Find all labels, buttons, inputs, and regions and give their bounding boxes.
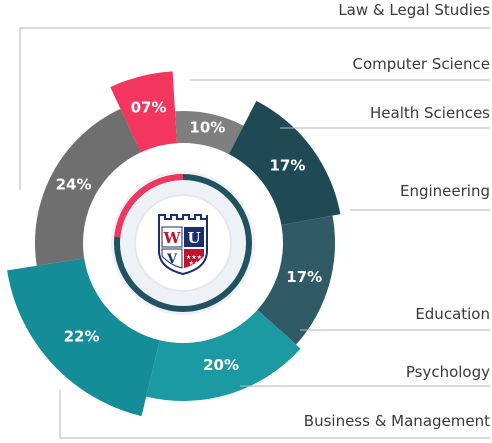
center-emblem: W U V ★★★ ★★ bbox=[111, 171, 255, 315]
value-label-health-sciences: 10% bbox=[189, 119, 225, 137]
legend-label-health: Health Sciences bbox=[370, 104, 490, 122]
value-label-computer-science: 07% bbox=[131, 98, 167, 116]
leader-line-law-legal-studies bbox=[19, 27, 490, 190]
legend-label-computer: Computer Science bbox=[352, 55, 490, 73]
slice-psychology bbox=[146, 309, 301, 401]
logo-letter-u: U bbox=[187, 229, 200, 247]
value-label-engineering: 17% bbox=[269, 157, 305, 175]
slice-education bbox=[257, 215, 335, 345]
legend-label-engineering: Engineering bbox=[400, 182, 490, 200]
logo-stars-row-2: ★★ bbox=[189, 260, 200, 267]
legend-label-education: Education bbox=[415, 305, 490, 323]
logo-letter-v: V bbox=[166, 252, 178, 267]
value-label-law-legal-studies: 24% bbox=[56, 176, 92, 194]
value-label-education: 17% bbox=[286, 268, 322, 286]
slice-law-legal-studies bbox=[35, 108, 141, 266]
slice-engineering bbox=[228, 100, 341, 225]
value-label-psychology: 20% bbox=[203, 356, 239, 374]
leader-line-business-management bbox=[59, 390, 490, 439]
leader-lines bbox=[19, 27, 490, 439]
slice-computer-science bbox=[110, 71, 177, 153]
value-label-business-management: 22% bbox=[64, 328, 100, 346]
university-shield-logo: W U V ★★★ ★★ bbox=[158, 214, 208, 276]
logo-letter-w: W bbox=[163, 229, 182, 247]
slice-group bbox=[7, 71, 341, 417]
legend-label-law: Law & Legal Studies bbox=[338, 1, 490, 19]
legend-label-psychology: Psychology bbox=[405, 363, 490, 381]
center-accent-arc bbox=[114, 174, 184, 238]
slice-value-labels: 07% 10% 17% 17% 20% 22% 24% bbox=[56, 98, 323, 374]
legend-label-business: Business & Management bbox=[303, 412, 490, 430]
logo-stars: ★★★ bbox=[186, 254, 202, 261]
slice-business-management bbox=[7, 258, 160, 417]
slice-health-sciences bbox=[175, 111, 244, 155]
